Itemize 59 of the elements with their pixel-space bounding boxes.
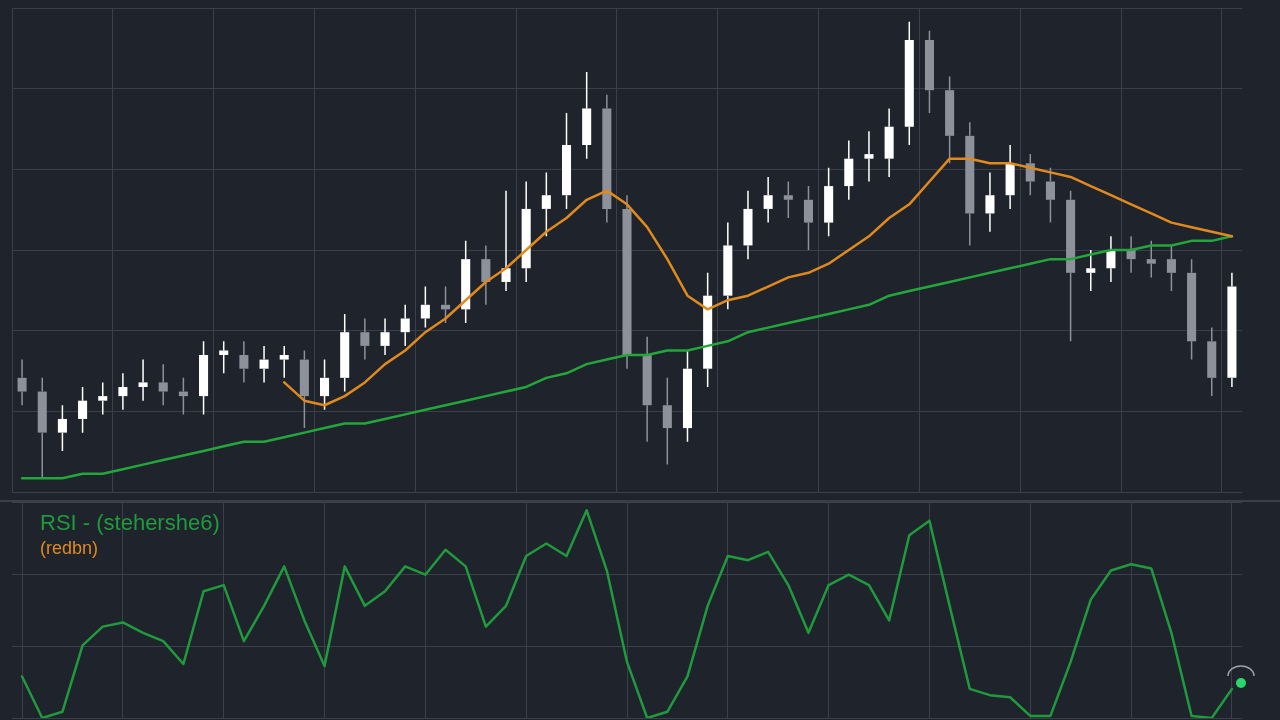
candlestick — [803, 185, 814, 251]
candlestick — [158, 363, 168, 406]
candlestick — [98, 381, 108, 416]
candlestick — [17, 358, 27, 406]
candlestick — [239, 340, 249, 384]
candlestick — [884, 107, 894, 178]
candlestick — [1207, 326, 1217, 397]
candlestick — [763, 176, 773, 224]
candlestick — [1066, 189, 1076, 343]
candlestick — [985, 171, 995, 233]
candlestick — [1187, 258, 1197, 361]
candlestick — [37, 377, 47, 480]
candlestick — [219, 340, 229, 375]
candlestick — [561, 112, 572, 210]
candlestick — [199, 340, 209, 416]
candlestick — [602, 94, 612, 224]
candlestick — [420, 285, 430, 329]
candlestick — [501, 189, 511, 292]
candlestick — [481, 244, 491, 306]
candlestick — [461, 240, 471, 324]
candlestick — [279, 345, 289, 379]
candlestick — [622, 194, 632, 370]
candlestick — [1146, 240, 1156, 279]
annotation: (redbn) — [40, 538, 99, 559]
candlestick — [945, 75, 955, 164]
candlestick — [1166, 244, 1176, 292]
candlestick — [138, 358, 148, 402]
candlestick — [1045, 167, 1055, 224]
candlestick — [924, 30, 934, 114]
candlestick — [783, 180, 793, 219]
candlestick — [703, 272, 713, 388]
candlestick — [1086, 249, 1096, 292]
candlestick — [521, 180, 531, 283]
candlestick — [1106, 235, 1116, 283]
candlestick — [340, 313, 350, 393]
candlestick — [299, 349, 309, 429]
candlestick — [118, 372, 128, 411]
candlestick — [541, 171, 551, 238]
candlestick — [642, 336, 652, 443]
candlestick — [1005, 144, 1015, 210]
candlestick — [400, 304, 410, 347]
candlestick — [864, 130, 874, 183]
annotation: RSI - (stehershe6) — [40, 510, 220, 536]
candlestick — [682, 349, 693, 443]
candlestick — [360, 317, 370, 361]
candlestick — [57, 404, 67, 452]
candlestick — [723, 221, 733, 311]
candlestick — [1227, 272, 1237, 388]
candlestick — [743, 189, 753, 260]
candlestick — [78, 386, 88, 434]
candlestick — [320, 358, 330, 411]
candlestick — [965, 121, 975, 247]
candlestick — [582, 71, 592, 160]
candlestick — [844, 139, 854, 201]
candlestick — [662, 377, 672, 466]
candlestick — [380, 317, 390, 356]
candlestick — [904, 20, 914, 146]
candlestick — [259, 345, 269, 384]
candlestick — [824, 167, 834, 238]
